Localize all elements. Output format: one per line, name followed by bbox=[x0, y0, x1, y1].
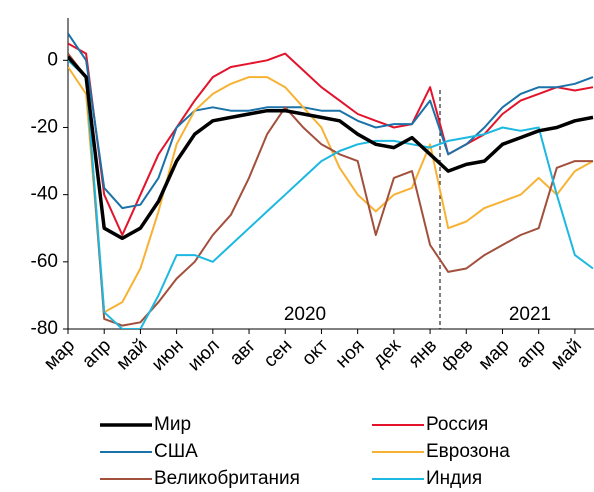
x-tick-label: апр bbox=[78, 335, 115, 372]
legend-label: США bbox=[154, 441, 198, 462]
x-tick-label: май bbox=[112, 335, 151, 374]
series-line bbox=[68, 42, 594, 236]
legend-label: Мир bbox=[154, 414, 191, 435]
series-line bbox=[68, 32, 594, 210]
legend-label: Еврозона bbox=[426, 441, 510, 462]
legend-label: Индия bbox=[426, 468, 482, 489]
x-tick-label: окт bbox=[298, 335, 333, 370]
x-tick-label: янв bbox=[404, 335, 441, 372]
x-tick-label: июн bbox=[148, 335, 188, 375]
x-tick-label: мар bbox=[40, 335, 79, 374]
y-tick-label: -20 bbox=[31, 116, 58, 137]
x-tick-label: дек bbox=[369, 335, 406, 372]
y-tick-label: -80 bbox=[31, 318, 58, 339]
y-tick-label: -40 bbox=[31, 184, 58, 205]
plot-area bbox=[68, 32, 594, 329]
legend-label: Великобритания bbox=[154, 468, 300, 489]
x-tick-label: сен bbox=[260, 335, 296, 371]
x-tick-label: апр bbox=[513, 335, 550, 372]
year-label: 2020 bbox=[284, 304, 326, 325]
series-line bbox=[68, 66, 594, 314]
series-line bbox=[68, 52, 593, 327]
y-tick-label: 0 bbox=[47, 49, 58, 70]
legend-label: Россия bbox=[426, 414, 488, 435]
x-tick-label: май bbox=[547, 335, 586, 374]
series-line bbox=[68, 55, 594, 241]
x-tick-label: ноя bbox=[332, 335, 369, 372]
x-tick-label: авг bbox=[226, 335, 260, 369]
x-tick-label: фев bbox=[437, 335, 478, 376]
series-line bbox=[68, 59, 594, 329]
x-tick-label: июл bbox=[184, 335, 224, 375]
x-tick-label: мар bbox=[475, 335, 514, 374]
y-tick-label: -60 bbox=[31, 251, 58, 272]
year-label: 2021 bbox=[509, 304, 551, 325]
